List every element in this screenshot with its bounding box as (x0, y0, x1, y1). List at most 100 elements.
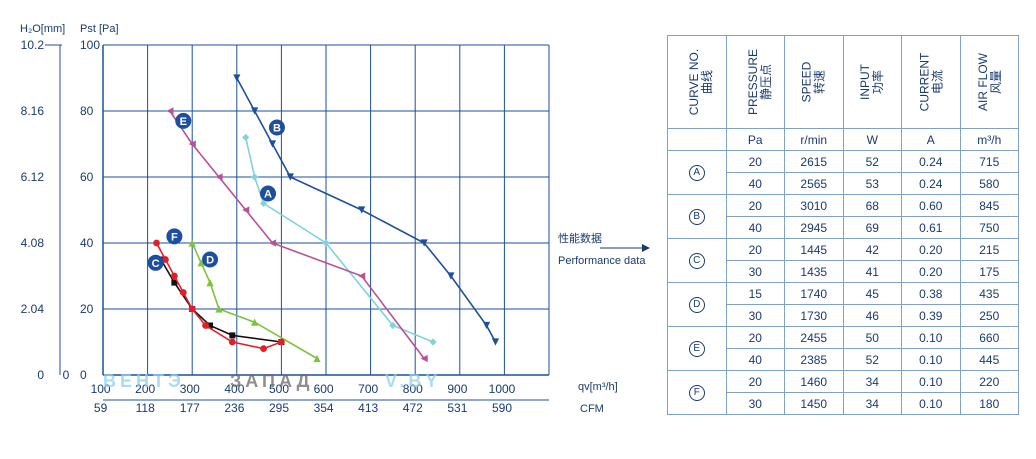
data-point (251, 318, 259, 326)
series-line (155, 242, 282, 350)
x-tick-label-m3h: 700 (358, 382, 378, 396)
curve-label-badge (202, 251, 219, 268)
data-point (188, 305, 196, 313)
curve-id-badge: D (688, 297, 705, 313)
curve-label-badge (175, 112, 192, 129)
table-cell: 41 (842, 260, 902, 283)
series-line (191, 242, 318, 360)
table-cell: 845 (959, 194, 1019, 217)
watermark-part-2: ЗАПАД (230, 371, 313, 391)
table-cell: 20 (725, 194, 785, 217)
header-cell: CURRENT 电流 (901, 35, 961, 129)
x-tick-label-cfm: 413 (358, 401, 378, 415)
curve-label-badge (268, 119, 285, 136)
curve-label-badge (166, 228, 183, 245)
table-cell: 0.61 (901, 216, 961, 239)
header-cn: 风量 (988, 69, 1003, 95)
data-point (153, 239, 160, 247)
y-tick-label-pa: 20 (80, 302, 94, 316)
x-tick-label-cfm: 59 (94, 401, 108, 415)
table-cell: 1460 (784, 370, 844, 393)
table-cell: 0.10 (901, 326, 961, 349)
table-cell: 20 (725, 370, 785, 393)
grid (103, 44, 550, 375)
header-text: CURRENT 电流 (917, 53, 944, 112)
data-point (278, 338, 285, 346)
data-point (389, 321, 397, 330)
curve-id-cell: B (667, 194, 727, 239)
spec-table: CURVE NO. 曲线 PRESSURE 静压点 SPEED 转速 INPUT 功率 CURR… (667, 35, 1019, 415)
header-cn: 功率 (871, 70, 886, 95)
series-line (236, 77, 497, 343)
y-tick-label-h2o: 0 (37, 368, 44, 382)
table-cell: 0.60 (901, 194, 961, 217)
curve-a (242, 133, 437, 346)
performance-note-cn: 性能数据 (558, 231, 602, 245)
table-cell: 220 (959, 370, 1019, 393)
table-cell: 40 (725, 216, 785, 239)
data-point (206, 279, 214, 287)
x-tick-label-cfm: 531 (447, 401, 467, 415)
watermark-part-3: V.BY (385, 371, 441, 391)
curve-c (157, 256, 285, 345)
data-point (268, 239, 277, 247)
header-text: SPEED 转速 (800, 62, 827, 103)
data-point (286, 173, 294, 181)
table-cell: 45 (842, 282, 902, 305)
table-cell: 0.10 (901, 392, 961, 415)
curve-id-badge: C (688, 253, 705, 269)
header-text: AIR FLOW 风量 (975, 52, 1003, 112)
curve-label-badge (147, 254, 164, 271)
data-point (242, 133, 250, 141)
data-point (260, 345, 267, 352)
table-header-row: CURVE NO. 曲线 PRESSURE 静压点 SPEED 转速 INPUT 功率 CURR… (667, 35, 1019, 129)
table-cell: 30 (725, 260, 785, 283)
x-tick-label-m3h: 300 (180, 382, 200, 396)
table-cell: 52 (842, 348, 902, 371)
curve-id-badge: E (688, 341, 705, 357)
data-point (358, 206, 366, 214)
table-row: 40 2385 52 0.10 445 (668, 348, 1019, 371)
x-tick-label-cfm: 118 (136, 401, 155, 415)
table-cell: 0.24 (901, 150, 961, 173)
curve-labels: A B C D E F (147, 112, 285, 271)
curve-label-b: B (268, 119, 285, 136)
curve-label-a: A (260, 185, 277, 202)
data-point (429, 338, 437, 346)
table-cell: 1730 (784, 304, 844, 327)
data-point (228, 338, 236, 346)
data-point (242, 206, 250, 214)
header-cn: 曲线 (700, 70, 715, 95)
curves (153, 74, 500, 363)
table-cell: 68 (842, 194, 902, 217)
x-tick-label-cfm: 590 (492, 401, 512, 415)
data-point (162, 256, 169, 263)
curve-id-cell: A (667, 150, 727, 195)
data-point (202, 322, 209, 329)
series-line (244, 137, 434, 343)
curve-label-badge (260, 185, 277, 202)
table-cell: 580 (959, 172, 1019, 195)
x-tick-label-cfm: 236 (224, 401, 244, 415)
table-cell: 1740 (784, 282, 844, 305)
header-en: AIR FLOW (975, 52, 990, 112)
table-cell: 34 (842, 392, 902, 415)
curve-id-cell: E (667, 326, 727, 371)
data-point (420, 354, 428, 363)
table-body: A 20 2615 52 0.24 715 40 2565 53 0.24 580 B 20 3010 68… (667, 150, 1019, 415)
table-cell: 40 (725, 348, 785, 371)
table-cell: 1450 (784, 392, 844, 415)
table-cell: 180 (959, 392, 1019, 415)
table-cell: 0.10 (901, 370, 961, 393)
data-point (313, 354, 321, 363)
x-tick-label-m3h: 800 (403, 382, 423, 396)
data-point (215, 173, 223, 181)
data-point (358, 272, 366, 280)
y-tick-label-pa: 40 (80, 236, 94, 250)
watermark-part-1: ВЕНТЭ (103, 371, 185, 391)
curve-id-badge: B (688, 209, 705, 225)
performance-arrow (600, 244, 650, 252)
data-point (251, 107, 259, 115)
unit-cell: A (901, 128, 961, 151)
